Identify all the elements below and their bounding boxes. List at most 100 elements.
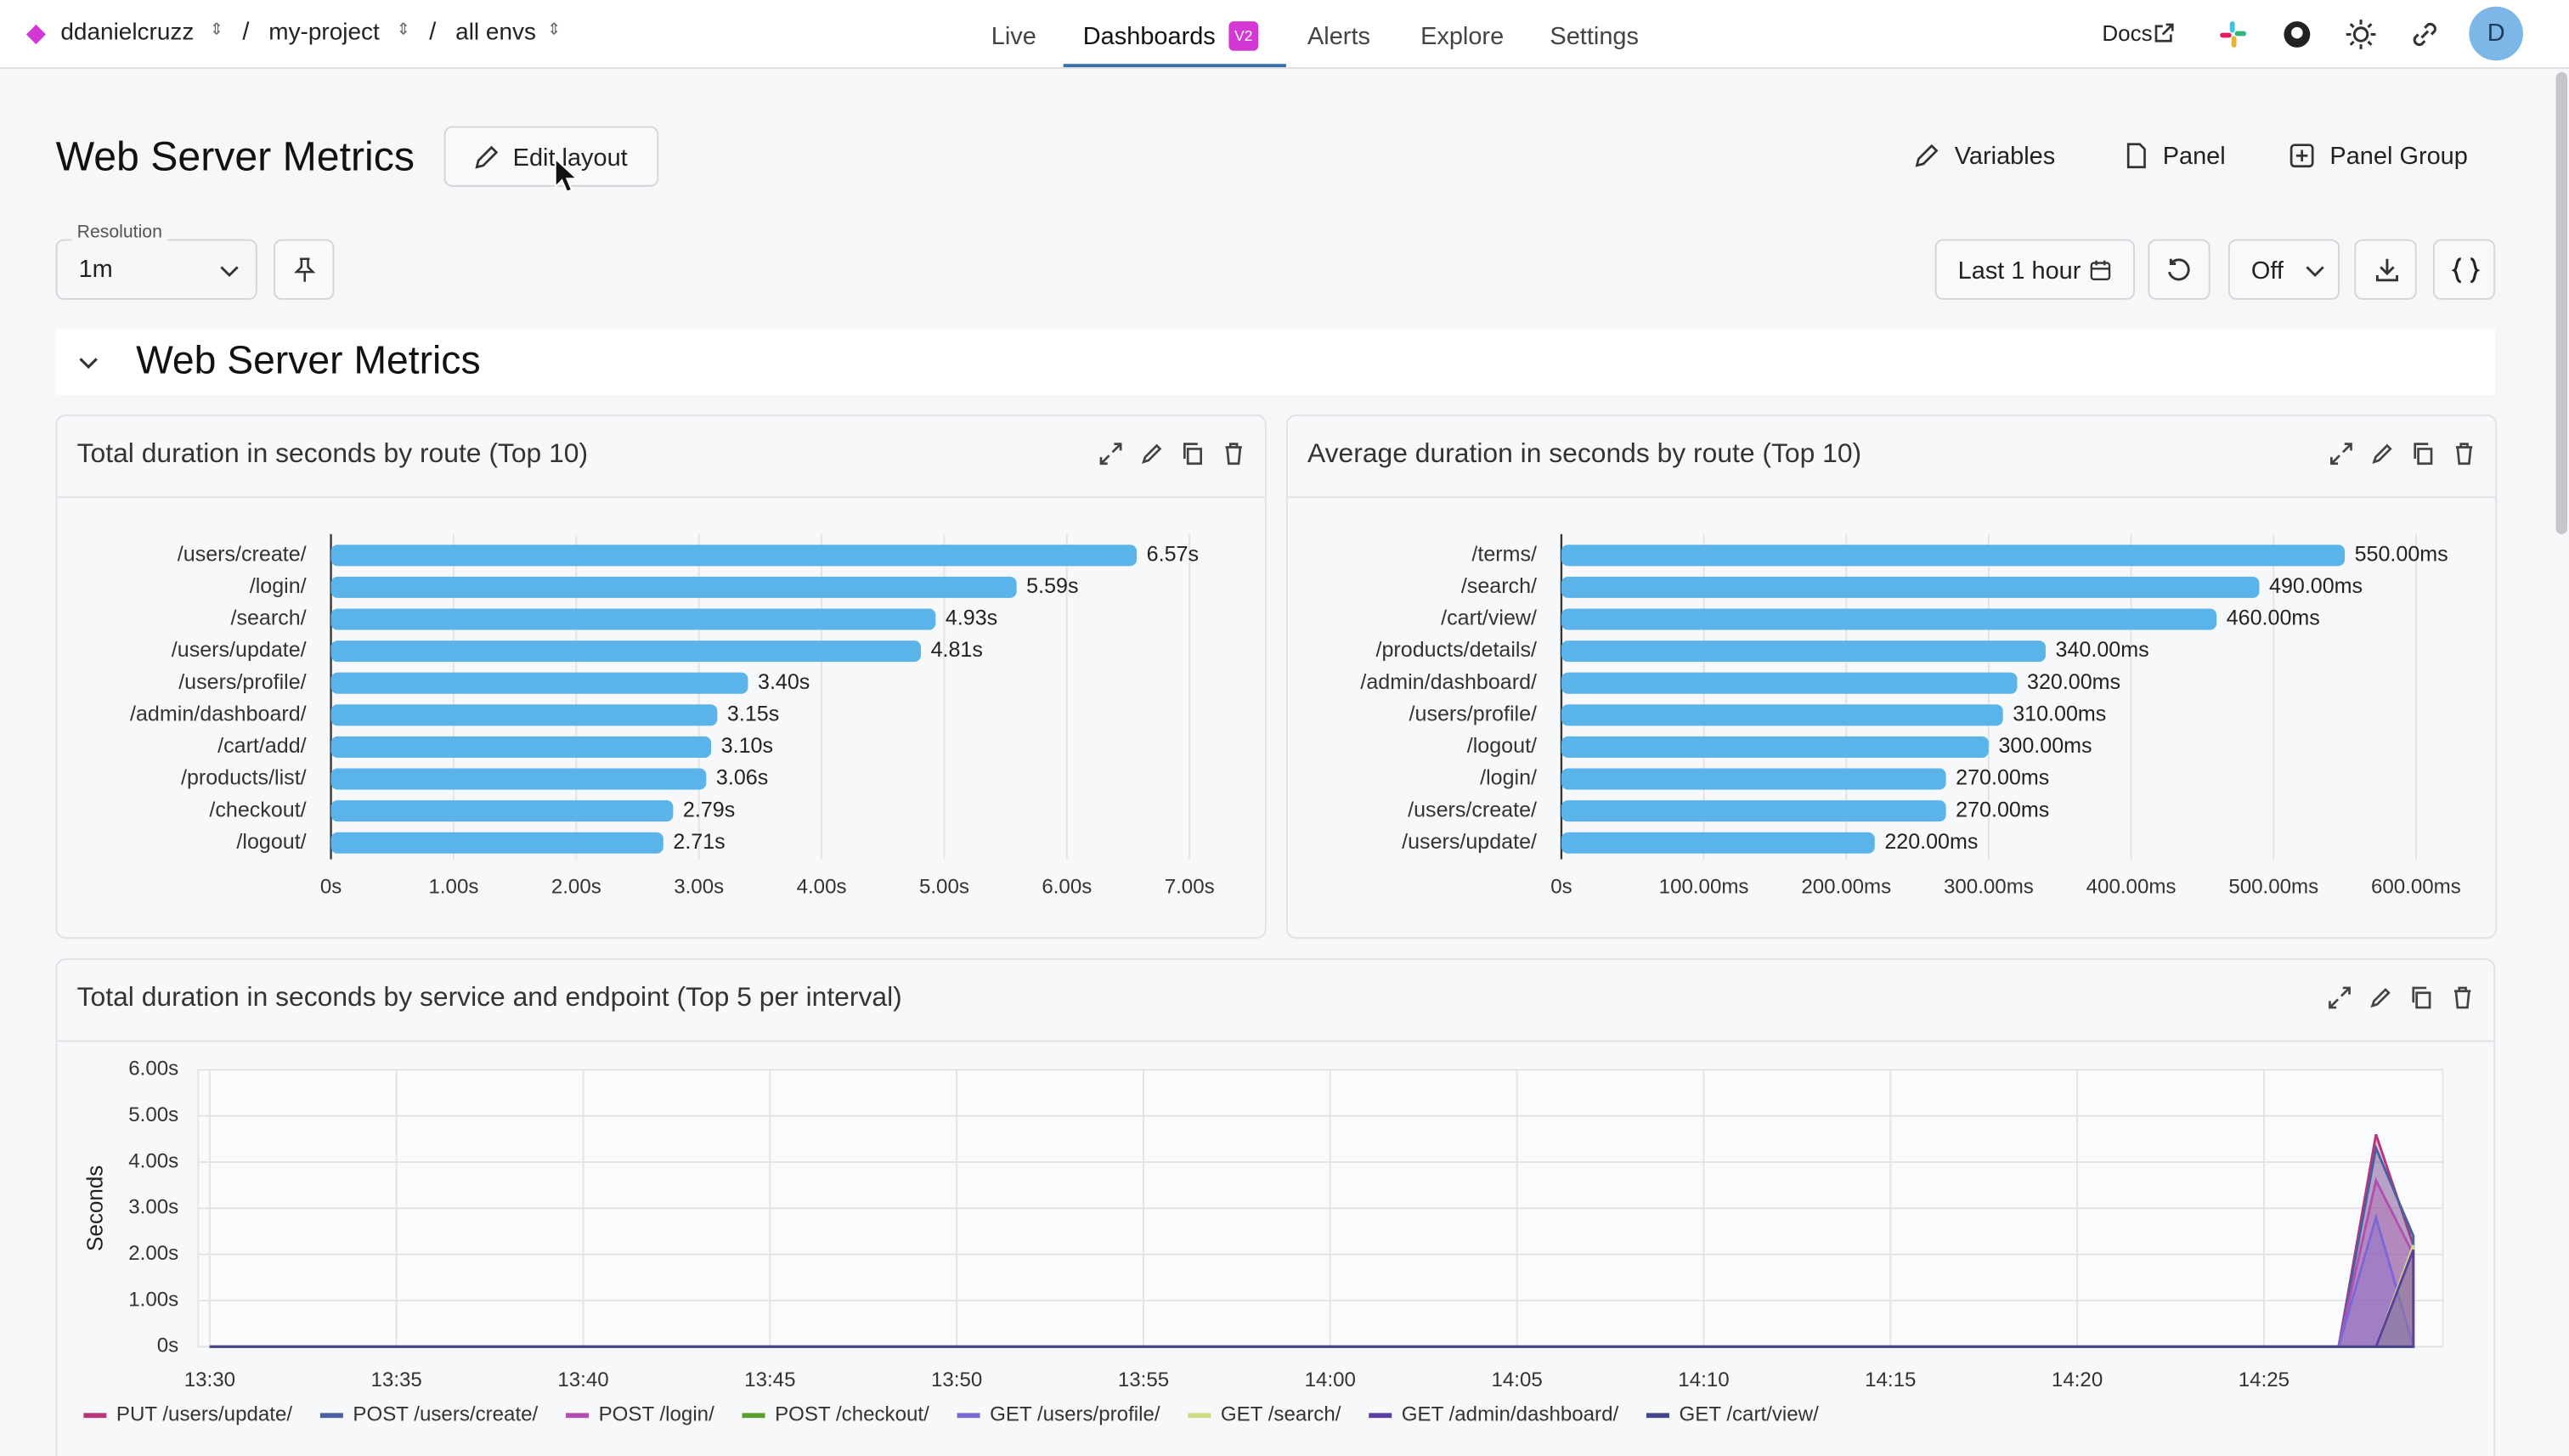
category-label: /search/ xyxy=(1461,574,1537,598)
refresh-button[interactable] xyxy=(2148,239,2210,300)
chevron-down xyxy=(220,266,239,278)
legend-label: POST /login/ xyxy=(599,1403,714,1426)
docs-link[interactable]: Docs xyxy=(2102,21,2153,46)
value-label: 310.00ms xyxy=(2013,702,2106,725)
x-tick-label: 0s xyxy=(320,876,342,899)
value-label: 4.81s xyxy=(931,638,983,662)
bar xyxy=(1561,800,1946,822)
icon-path xyxy=(2372,443,2392,464)
delete-icon[interactable] xyxy=(1222,443,1245,466)
edit-icon[interactable] xyxy=(2371,443,2394,466)
separator: / xyxy=(242,18,250,46)
section-header[interactable] xyxy=(55,329,2496,395)
x-tick-label: 14:15 xyxy=(1865,1369,1916,1391)
bar xyxy=(330,768,707,790)
badge: V2 xyxy=(1228,21,1259,51)
slack-icon[interactable] xyxy=(2218,20,2248,49)
time-range-label: Last 1 hour xyxy=(1957,257,2081,285)
env-selector[interactable]: all envs xyxy=(455,20,536,46)
theme-icon[interactable] xyxy=(2345,18,2378,51)
value-label: 3.15s xyxy=(727,702,779,725)
panel-title: Average duration in seconds by route (To… xyxy=(1307,438,1862,469)
category-label: /users/profile/ xyxy=(178,670,306,694)
y-tick-label: 4.00s xyxy=(128,1149,178,1172)
chevron: ⇕ xyxy=(547,21,562,40)
tab[interactable]: Alerts xyxy=(1307,22,1370,51)
panel: Average duration in seconds by route (To… xyxy=(1285,414,2498,940)
panel-icon xyxy=(2126,143,2146,169)
duplicate-icon[interactable] xyxy=(1181,443,1204,466)
x-tick-label: 7.00s xyxy=(1165,876,1215,899)
edit-icon[interactable] xyxy=(2369,986,2392,1009)
legend-label: POST /users/create/ xyxy=(353,1403,538,1426)
resolution-label: Resolution xyxy=(71,223,167,243)
value-label: 460.00ms xyxy=(2227,607,2320,630)
collapse-icon[interactable] xyxy=(77,351,100,374)
icon-path xyxy=(2453,986,2471,1009)
button-label: Edit layout xyxy=(512,144,628,172)
value-label: 6.57s xyxy=(1147,542,1199,566)
project-selector[interactable]: my-project xyxy=(268,20,380,46)
x-tick-label: 6.00s xyxy=(1042,876,1092,899)
value-label: 550.00ms xyxy=(2355,542,2448,566)
org-selector[interactable]: ddanielcruzz xyxy=(60,20,195,46)
value-label: 270.00ms xyxy=(1956,766,2049,790)
link-icon[interactable] xyxy=(2410,20,2440,49)
bar xyxy=(330,736,712,758)
edit-layout-button[interactable]: Edit layout xyxy=(443,126,659,187)
avatar[interactable]: D xyxy=(2469,6,2523,61)
panel-button[interactable]: Panel xyxy=(2162,142,2226,171)
variables-button[interactable]: Variables xyxy=(1954,142,2056,171)
tab[interactable]: Live xyxy=(991,22,1036,51)
duplicate-icon[interactable] xyxy=(2410,986,2433,1009)
icon-path xyxy=(1183,443,1202,466)
tab[interactable]: Explore xyxy=(1420,22,1505,51)
category-label: /checkout/ xyxy=(209,798,306,821)
x-tick-label: 3.00s xyxy=(674,876,724,899)
chart: 0s 1.00s 2.00s 3.00s 4.00s 5.00s 6.00s 7.00s/us… xyxy=(130,533,1215,899)
bar xyxy=(330,576,1017,598)
x-tick-label: 300.00ms xyxy=(1944,876,2034,899)
github-icon[interactable] xyxy=(2282,20,2312,49)
pin-button[interactable] xyxy=(274,239,335,300)
duplicate-icon[interactable] xyxy=(2412,443,2435,466)
value-label: 2.71s xyxy=(673,830,725,854)
delete-icon[interactable] xyxy=(2453,443,2476,466)
expand-icon[interactable] xyxy=(2328,986,2351,1009)
category-label: /cart/view/ xyxy=(1441,607,1537,630)
panel-actions xyxy=(1081,443,1245,474)
value-label: 3.06s xyxy=(716,766,768,790)
expand-icon[interactable] xyxy=(2329,443,2352,466)
tab[interactable]: Settings xyxy=(1550,22,1639,51)
y-axis-label: Seconds xyxy=(82,1165,108,1251)
delete-icon[interactable] xyxy=(2451,986,2474,1009)
chevron: ⇕ xyxy=(396,21,410,40)
value-label: 490.00ms xyxy=(2269,574,2363,598)
edit-icon[interactable] xyxy=(1140,443,1163,466)
panel-group-button[interactable]: Panel Group xyxy=(2329,142,2468,171)
category-label: /terms/ xyxy=(1471,542,1537,566)
panel-title: Total duration in seconds by route (Top … xyxy=(76,438,589,469)
expand-icon[interactable] xyxy=(1099,443,1122,466)
scrollbar xyxy=(2555,71,2568,534)
icon-path xyxy=(2370,987,2391,1008)
legend-swatch xyxy=(1646,1413,1669,1419)
category-label: /search/ xyxy=(230,607,306,630)
refresh-interval[interactable]: Off xyxy=(2227,239,2340,300)
x-tick-label: 1.00s xyxy=(428,876,478,899)
legend-swatch xyxy=(957,1413,980,1419)
download-button[interactable] xyxy=(2354,239,2417,300)
bar xyxy=(330,672,748,694)
value-label: 340.00ms xyxy=(2056,638,2149,662)
bar xyxy=(330,641,922,663)
panel: Total duration in seconds by route (Top … xyxy=(55,414,1267,940)
bar xyxy=(330,800,674,822)
json-button[interactable] xyxy=(2432,239,2496,300)
y-tick-label: 5.00s xyxy=(128,1103,178,1126)
tab-active[interactable]: Dashboards xyxy=(1082,22,1216,51)
x-tick-label: 2.00s xyxy=(551,876,601,899)
time-range[interactable]: Last 1 hour xyxy=(1934,239,2135,300)
bar xyxy=(1561,641,2046,663)
